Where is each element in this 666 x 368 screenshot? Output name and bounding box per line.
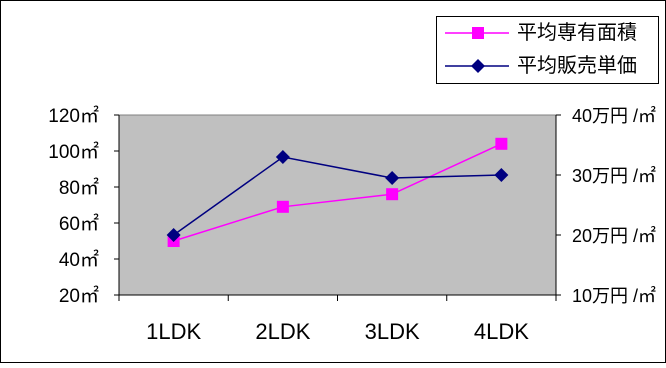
x-tick-label: 3LDK	[365, 319, 420, 344]
left-tick-label: 60㎡	[59, 212, 99, 235]
series-line-0	[173, 143, 502, 242]
left-tick-label: 20㎡	[59, 284, 99, 307]
data-point-diamond	[275, 150, 290, 164]
right-tick-label: 20万円 /㎡	[572, 225, 656, 246]
legend-item-price: 平均販売単価	[437, 50, 658, 83]
left-tick-label: 120㎡	[48, 104, 99, 127]
axes-layer: 1LDK 2LDK 3LDK 4LDK 20㎡ 40㎡ 60㎡ 80㎡ 100㎡ 120㎡ 10万円…	[48, 104, 656, 344]
left-tick-label: 40㎡	[59, 248, 99, 271]
left-tick-label: 100㎡	[48, 140, 99, 163]
square-marker-icon	[472, 27, 484, 39]
left-tick-label: 80㎡	[59, 176, 99, 199]
data-point-diamond	[166, 228, 181, 242]
legend: 平均専有面積 平均販売単価	[436, 16, 659, 84]
data-point-square	[386, 188, 399, 201]
data-point-square	[276, 200, 289, 213]
right-tick-label: 30万円 /㎡	[572, 165, 656, 186]
x-tick-label: 2LDK	[255, 319, 310, 344]
data-point-diamond	[494, 168, 509, 182]
legend-label-area: 平均専有面積	[517, 22, 637, 44]
legend-item-area: 平均専有面積	[437, 17, 658, 50]
plot-area	[118, 114, 557, 296]
data-point-square	[495, 137, 508, 150]
series-layer	[166, 137, 509, 247]
legend-swatch-price	[445, 59, 509, 73]
data-point-diamond	[385, 171, 400, 185]
legend-swatch-area	[445, 27, 509, 39]
right-tick-label: 10万円 /㎡	[572, 285, 656, 306]
legend-label-price: 平均販売単価	[517, 55, 637, 77]
right-tick-label: 40万円 /㎡	[572, 105, 656, 126]
diamond-marker-icon	[471, 59, 485, 73]
x-tick-label: 1LDK	[146, 319, 201, 344]
x-tick-label: 4LDK	[474, 319, 529, 344]
series-line-1	[173, 156, 502, 236]
